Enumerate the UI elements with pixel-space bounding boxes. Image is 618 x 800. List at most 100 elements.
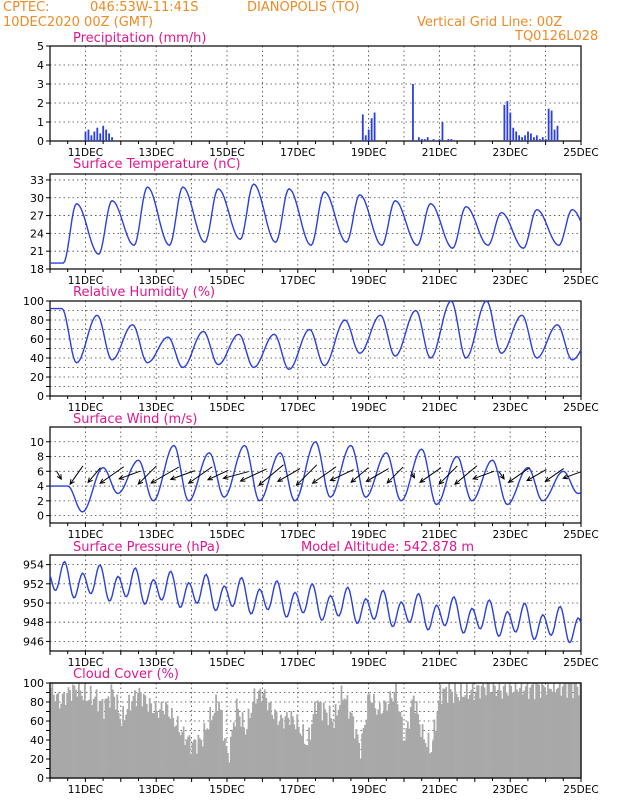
cloud-bar: [318, 702, 321, 778]
cloud-bar: [297, 726, 300, 778]
y-tick-label-rh: 60: [30, 333, 44, 346]
cloud-bar: [52, 694, 55, 778]
cloud-bar: [336, 715, 338, 778]
precip-bar: [108, 133, 110, 141]
cloud-bar: [159, 709, 161, 778]
cloud-bar: [401, 716, 403, 778]
cloud-bar: [409, 706, 412, 778]
cloud-bar: [79, 690, 82, 778]
cloud-bar: [206, 728, 209, 778]
precip-bar: [515, 131, 518, 141]
cloud-bar: [423, 739, 425, 778]
cloud-bar: [482, 683, 484, 778]
cloud-bar: [111, 689, 114, 778]
wind-arrow-head: [386, 478, 393, 484]
x-date-label-temp: 13DEC: [138, 275, 173, 287]
cloud-bar: [532, 683, 535, 778]
cloud-bar: [117, 712, 120, 778]
cloud-bar: [256, 698, 259, 778]
x-date-label-pres: 19DEC: [351, 657, 386, 669]
cloud-bar: [163, 714, 166, 778]
wind-arrow-head: [419, 477, 426, 484]
precip-bar: [506, 101, 509, 141]
cloud-bar: [83, 684, 86, 778]
cloud-bar: [135, 705, 138, 778]
cloud-bar: [311, 724, 313, 778]
y-tick-label-precip: 0: [37, 135, 44, 148]
cloud-bar: [328, 705, 331, 778]
precip-bar: [111, 137, 113, 141]
cloud-bar: [300, 735, 303, 778]
precip-bar: [361, 114, 364, 141]
x-date-label-cloud: 19DEC: [351, 784, 386, 796]
cloud-bar: [573, 683, 576, 778]
cloud-bar: [346, 695, 349, 778]
cloud-bar: [91, 705, 94, 778]
cloud-bar: [281, 718, 284, 778]
cloud-bar: [271, 715, 274, 778]
cloud-bar: [69, 690, 71, 778]
wind-arrow-head: [295, 480, 302, 486]
x-date-label-precip: 17DEC: [280, 147, 315, 159]
cloud-bar: [480, 685, 483, 778]
precip-bar: [518, 135, 521, 141]
cloud-bar: [499, 690, 502, 778]
precip-bar: [547, 108, 550, 141]
cloud-bar: [331, 721, 334, 778]
cloud-bar: [527, 698, 530, 778]
cloud-bar: [406, 721, 409, 778]
cloud-bar: [141, 706, 144, 778]
cloud-bar: [201, 746, 204, 778]
cloud-bar: [492, 683, 495, 778]
cloud-bar: [286, 712, 288, 778]
cloud-bar: [219, 709, 222, 778]
panel-title-cloud: Cloud Cover (%): [73, 667, 179, 682]
cloud-bar: [474, 691, 477, 778]
wind-arrow: [223, 471, 249, 479]
cloud-bar: [504, 684, 507, 778]
y-tick-label-wind: 10: [30, 436, 44, 449]
cloud-bar: [468, 695, 471, 778]
cloud-bar: [293, 724, 296, 778]
cloud-bar: [555, 689, 558, 778]
cloud-bar: [66, 693, 68, 778]
cloud-bar: [355, 729, 358, 778]
cloud-bar: [457, 696, 459, 778]
cloud-bar: [241, 712, 244, 778]
precip-bar: [527, 131, 529, 141]
wind-arrow-head: [206, 475, 214, 481]
cloud-bar: [78, 683, 80, 778]
cloud-bar: [55, 694, 58, 778]
cloud-bar: [432, 741, 434, 778]
cloud-bar: [150, 703, 153, 778]
cloud-bar: [128, 694, 130, 778]
cloud-bar: [290, 711, 293, 778]
cloud-bar: [209, 706, 212, 778]
cloud-bar: [381, 712, 384, 778]
cloud-bar: [544, 687, 546, 778]
wind-arrow-head: [258, 480, 264, 487]
cloud-bar: [551, 691, 554, 778]
cloud-bar: [309, 739, 312, 778]
cloud-bar: [237, 708, 240, 778]
precip-bar: [556, 125, 559, 141]
cloud-bar: [75, 689, 77, 778]
cloud-bar: [156, 711, 158, 778]
cloud-bar: [483, 687, 486, 778]
cloud-bar: [502, 686, 505, 778]
series-line-wind: [50, 440, 582, 513]
cloud-bar: [166, 704, 169, 778]
frame-temp: [49, 173, 582, 270]
wind-arrow: [170, 470, 195, 480]
precip-bar: [412, 84, 414, 141]
cloud-bar: [153, 712, 156, 778]
cloud-bar: [471, 683, 474, 778]
y-tick-label-rh: 40: [30, 352, 44, 365]
precip-bar: [509, 112, 512, 141]
x-date-label-rh: 11DEC: [68, 402, 103, 414]
cloud-bar: [572, 698, 574, 778]
y-tick-label-temp: 33: [30, 174, 44, 187]
cloud-bar: [489, 692, 492, 778]
cloud-bar: [82, 700, 85, 778]
cloud-bar: [106, 698, 108, 778]
